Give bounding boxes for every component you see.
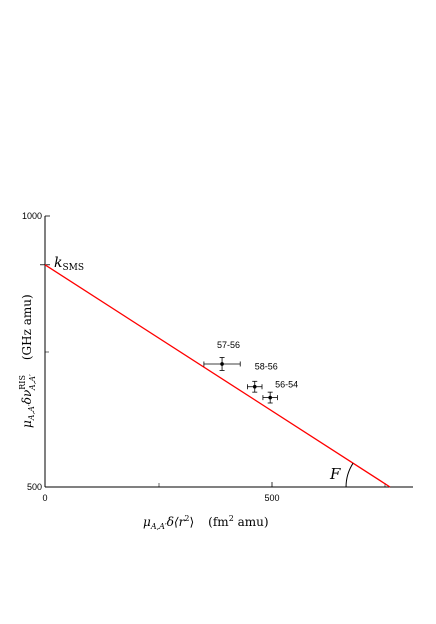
x-tick-label: 500 — [264, 493, 279, 503]
data-point: 56-54 — [262, 380, 298, 404]
x-axis-title: μA,A′δ⟨r2⟩ (fm2 amu) — [143, 514, 269, 531]
x-tick-label: 0 — [42, 493, 47, 503]
point-marker — [252, 384, 257, 389]
angle-arc — [345, 462, 354, 488]
intercept-label-k: k — [54, 255, 62, 271]
y-tick-label: 500 — [27, 482, 42, 492]
data-point: 57-56 — [203, 340, 241, 371]
y-axis-title: μA,A′δνRISA,A′(GHz amu) — [18, 294, 37, 428]
point-marker — [268, 395, 272, 400]
point-label: 56-54 — [275, 380, 298, 390]
y-tick-label: 1000 — [22, 211, 42, 221]
point-label: 57-56 — [217, 340, 240, 350]
point-label: 58-56 — [255, 362, 278, 372]
point-marker — [220, 362, 224, 366]
data-point: 58-56 — [247, 362, 278, 393]
intercept-label-sub: SMS — [62, 263, 84, 273]
data-points: 57-56 58-56 56-54 — [203, 340, 298, 404]
intercept-label: kSMS — [54, 255, 84, 273]
angle-label: F — [329, 465, 341, 483]
fit-line — [44, 264, 391, 488]
